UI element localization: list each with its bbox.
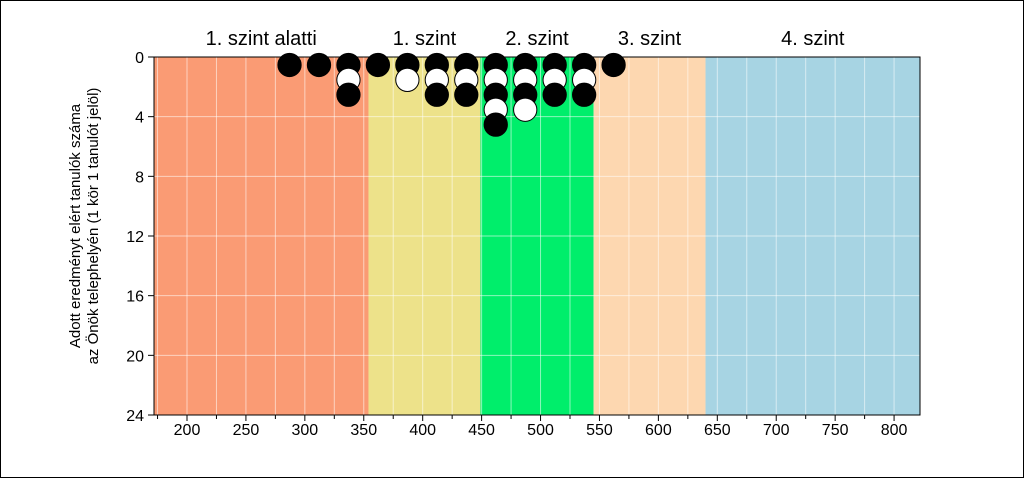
level-label-1: 1. szint alatti — [206, 28, 317, 50]
student-marker-black — [572, 82, 597, 107]
x-tick-label: 700 — [763, 422, 790, 439]
student-marker-black — [483, 112, 508, 137]
x-tick-label: 200 — [174, 422, 201, 439]
x-tick-label: 550 — [586, 422, 613, 439]
y-tick-label: 16 — [126, 289, 144, 306]
y-tick-label: 20 — [126, 348, 144, 365]
y-tick-label: 0 — [135, 50, 144, 67]
level-label-3: 2. szint — [505, 28, 569, 50]
x-tick-label: 300 — [291, 422, 318, 439]
x-tick-label: 350 — [350, 422, 377, 439]
x-tick-label: 500 — [527, 422, 554, 439]
student-marker-white — [395, 67, 420, 93]
grid-lines — [154, 56, 920, 416]
level-label-5: 4. szint — [781, 28, 845, 50]
x-tick-label: 650 — [704, 422, 731, 439]
level-label-4: 3. szint — [618, 28, 682, 50]
student-marker-black — [424, 82, 449, 107]
x-tick-label: 800 — [881, 422, 908, 439]
y-tick-label: 4 — [135, 110, 144, 127]
x-axis: 200 250 300 350 400 450 500 550 600 650 700 750 800 — [157, 415, 908, 439]
y-tick-label: 8 — [135, 169, 144, 186]
x-tick-label: 400 — [409, 422, 436, 439]
y-axis-title-line2: az Önök telephelyén (1 kör 1 tanulót jel… — [84, 88, 102, 365]
student-marker-black — [336, 82, 361, 107]
level-label-2: 1. szint — [393, 28, 457, 50]
y-axis-title-line1: Adott eredményt elért tanulók száma — [67, 103, 84, 348]
y-axis: 0 4 8 12 16 20 24 — [126, 50, 154, 425]
student-marker-white — [513, 97, 538, 122]
x-tick-label: 750 — [822, 422, 849, 439]
student-markers — [277, 52, 626, 137]
x-tick-label: 450 — [468, 422, 495, 439]
level-labels: 1. szint alatti 1. szint 2. szint 3. szint 4… — [206, 28, 845, 50]
student-marker-black — [601, 52, 626, 78]
y-tick-label: 12 — [126, 229, 144, 246]
x-tick-label: 600 — [645, 422, 672, 439]
x-tick-label: 250 — [233, 422, 260, 439]
student-marker-black — [306, 52, 332, 78]
student-marker-black — [454, 82, 479, 107]
student-marker-black — [365, 52, 391, 78]
y-tick-label: 24 — [126, 408, 144, 425]
student-marker-black — [542, 82, 567, 107]
student-marker-black — [277, 52, 302, 78]
